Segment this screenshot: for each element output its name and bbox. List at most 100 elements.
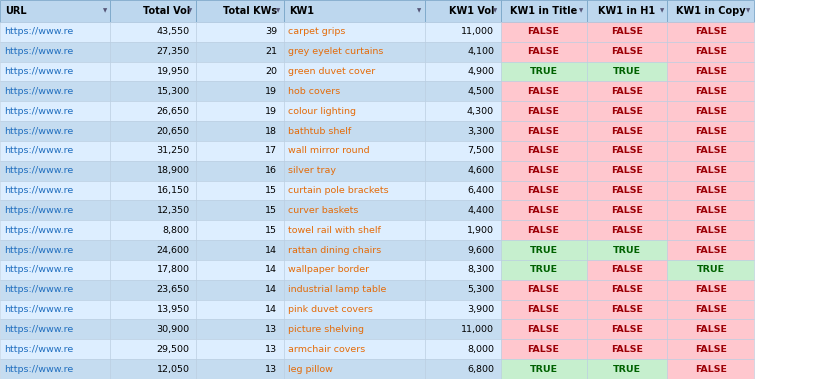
Bar [110,141,196,161]
Text: https://www.re: https://www.re [4,166,74,175]
Text: FALSE: FALSE [611,27,643,36]
Text: FALSE: FALSE [528,226,560,235]
Bar [284,319,425,339]
Text: 1,900: 1,900 [467,226,494,235]
Bar [501,101,587,121]
Text: rattan dining chairs: rattan dining chairs [288,246,381,255]
Text: 14: 14 [265,285,277,294]
Bar [284,300,425,319]
Bar [196,101,284,121]
Bar [196,240,284,260]
Bar [667,0,754,22]
Text: 27,350: 27,350 [157,47,190,56]
Text: 17: 17 [265,146,277,155]
Text: FALSE: FALSE [694,127,727,136]
Text: FALSE: FALSE [694,206,727,215]
Bar [587,81,667,101]
Bar [425,200,501,220]
Text: https://www.re: https://www.re [4,365,74,374]
Bar [284,220,425,240]
Bar [196,161,284,181]
Text: https://www.re: https://www.re [4,305,74,314]
Bar [110,240,196,260]
Bar [587,300,667,319]
Text: FALSE: FALSE [694,246,727,255]
Text: 4,300: 4,300 [467,107,494,116]
Bar [667,141,754,161]
Bar [110,359,196,379]
Bar [425,339,501,359]
Text: 14: 14 [265,246,277,255]
Bar [196,141,284,161]
Bar [501,339,587,359]
Bar [0,141,110,161]
Bar [667,319,754,339]
Text: 14: 14 [265,265,277,274]
Bar [284,22,425,42]
Text: 6,800: 6,800 [467,365,494,374]
Bar [196,220,284,240]
Bar [110,81,196,101]
Text: FALSE: FALSE [528,127,560,136]
Text: wallpaper border: wallpaper border [288,265,369,274]
Text: 11,000: 11,000 [461,325,494,334]
Text: Total KWs: Total KWs [223,6,277,16]
Bar [667,22,754,42]
Text: 21: 21 [265,47,277,56]
Text: FALSE: FALSE [694,305,727,314]
Bar [425,42,501,62]
Bar [667,161,754,181]
Text: FALSE: FALSE [694,107,727,116]
Text: 3,900: 3,900 [467,305,494,314]
Text: TRUE: TRUE [697,265,725,274]
Bar [110,181,196,200]
Bar [110,161,196,181]
Text: 13: 13 [265,365,277,374]
Text: FALSE: FALSE [694,67,727,76]
Text: FALSE: FALSE [611,345,643,354]
Bar [196,42,284,62]
Bar [196,121,284,141]
Bar [667,62,754,81]
Text: 16: 16 [265,166,277,175]
Text: 8,300: 8,300 [467,265,494,274]
Text: curtain pole brackets: curtain pole brackets [288,186,389,195]
Text: wall mirror round: wall mirror round [288,146,370,155]
Text: 30,900: 30,900 [157,325,190,334]
Text: https://www.re: https://www.re [4,47,74,56]
Text: carpet grips: carpet grips [288,27,345,36]
Text: FALSE: FALSE [528,206,560,215]
Text: FALSE: FALSE [694,285,727,294]
Bar [587,319,667,339]
Bar [284,42,425,62]
Text: FALSE: FALSE [611,107,643,116]
Bar [587,260,667,280]
Bar [284,260,425,280]
Text: ▼: ▼ [188,8,193,14]
Text: 13: 13 [265,325,277,334]
Bar [0,22,110,42]
Text: TRUE: TRUE [529,246,558,255]
Text: industrial lamp table: industrial lamp table [288,285,386,294]
Bar [667,101,754,121]
Text: 20,650: 20,650 [157,127,190,136]
Text: 15: 15 [265,226,277,235]
Text: curver baskets: curver baskets [288,206,358,215]
Bar [501,161,587,181]
Bar [196,200,284,220]
Text: 31,250: 31,250 [157,146,190,155]
Bar [0,101,110,121]
Text: URL: URL [5,6,26,16]
Bar [667,339,754,359]
Text: 12,050: 12,050 [157,365,190,374]
Bar [587,339,667,359]
Bar [425,62,501,81]
Text: colour lighting: colour lighting [288,107,356,116]
Text: FALSE: FALSE [611,146,643,155]
Bar [587,200,667,220]
Text: https://www.re: https://www.re [4,186,74,195]
Bar [667,200,754,220]
Bar [284,81,425,101]
Text: FALSE: FALSE [611,265,643,274]
Bar [196,81,284,101]
